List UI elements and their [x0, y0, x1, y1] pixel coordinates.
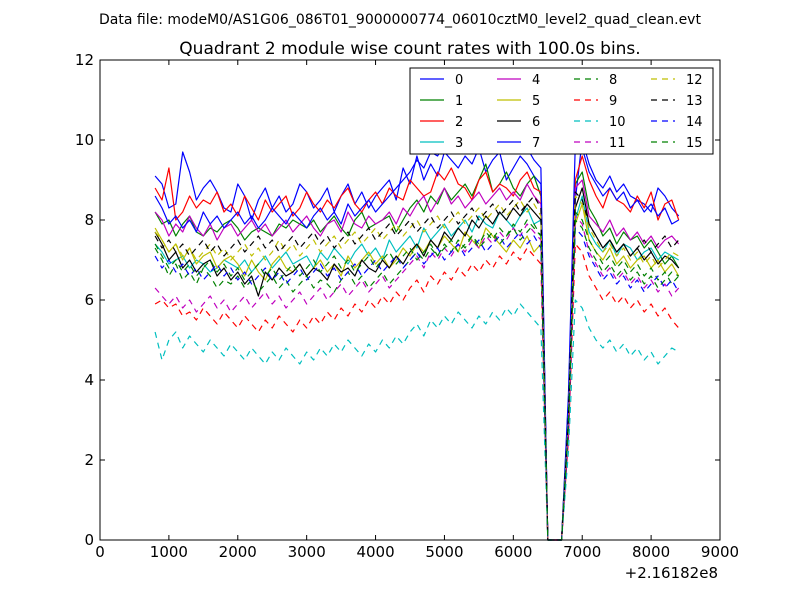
- y-tick-label: 8: [84, 211, 94, 229]
- series-line-11: [154, 215, 680, 541]
- y-tick-label: 12: [75, 51, 94, 69]
- x-tick-label: 4000: [356, 543, 394, 561]
- x-tick-label: 8000: [632, 543, 670, 561]
- legend-label-11: 11: [609, 136, 626, 151]
- legend-label-9: 9: [609, 94, 617, 109]
- series-line-0: [154, 139, 680, 541]
- x-tick-label: 7000: [563, 543, 601, 561]
- legend-label-4: 4: [532, 73, 540, 88]
- x-tick-label: 1000: [150, 543, 188, 561]
- legend-label-6: 6: [532, 115, 540, 130]
- x-tick-label: 2000: [219, 543, 257, 561]
- x-tick-label: 9000: [701, 543, 739, 561]
- series-layer: [154, 131, 680, 541]
- legend-label-3: 3: [455, 136, 463, 151]
- series-line-9: [154, 243, 680, 541]
- legend-label-0: 0: [455, 73, 463, 88]
- y-tick-label: 0: [84, 531, 94, 549]
- series-line-10: [154, 299, 680, 541]
- legend-label-5: 5: [532, 94, 540, 109]
- x-tick-label: 3000: [288, 543, 326, 561]
- y-tick-label: 4: [84, 371, 94, 389]
- series-line-6: [154, 187, 680, 541]
- series-line-3: [154, 195, 680, 541]
- x-tick-label: 5000: [425, 543, 463, 561]
- y-tick-label: 2: [84, 451, 94, 469]
- y-tick-label: 6: [84, 291, 94, 309]
- legend-label-2: 2: [455, 115, 463, 130]
- legend-label-8: 8: [609, 73, 617, 88]
- x-offset-label: +2.16182e8: [625, 564, 718, 582]
- legend-label-10: 10: [609, 115, 626, 130]
- chart-title: Quadrant 2 module wise count rates with …: [179, 39, 640, 59]
- x-tick-label: 6000: [494, 543, 532, 561]
- series-line-5: [154, 203, 680, 541]
- legend-label-1: 1: [455, 94, 463, 109]
- x-tick-label: 0: [95, 543, 105, 561]
- tick-layer: 0 1000 2000 3000 4000 5000 6000 7000 8000 9000 0 2 4…: [75, 51, 739, 561]
- legend-box: [409, 67, 714, 155]
- legend-label-13: 13: [686, 94, 703, 109]
- legend-label-14: 14: [686, 115, 703, 130]
- series-line-8: [154, 211, 680, 541]
- series-line-7: [154, 131, 680, 541]
- series-line-15: [154, 219, 680, 541]
- series-line-1: [154, 163, 680, 541]
- y-tick-label: 10: [75, 131, 94, 149]
- legend-label-12: 12: [686, 73, 703, 88]
- series-line-4: [154, 179, 680, 541]
- series-line-14: [154, 227, 680, 541]
- legend-label-15: 15: [686, 136, 703, 151]
- series-line-2: [154, 155, 680, 541]
- chart-suptitle: Data file: modeM0/AS1G06_086T01_90000007…: [99, 12, 701, 28]
- legend-label-7: 7: [532, 136, 540, 151]
